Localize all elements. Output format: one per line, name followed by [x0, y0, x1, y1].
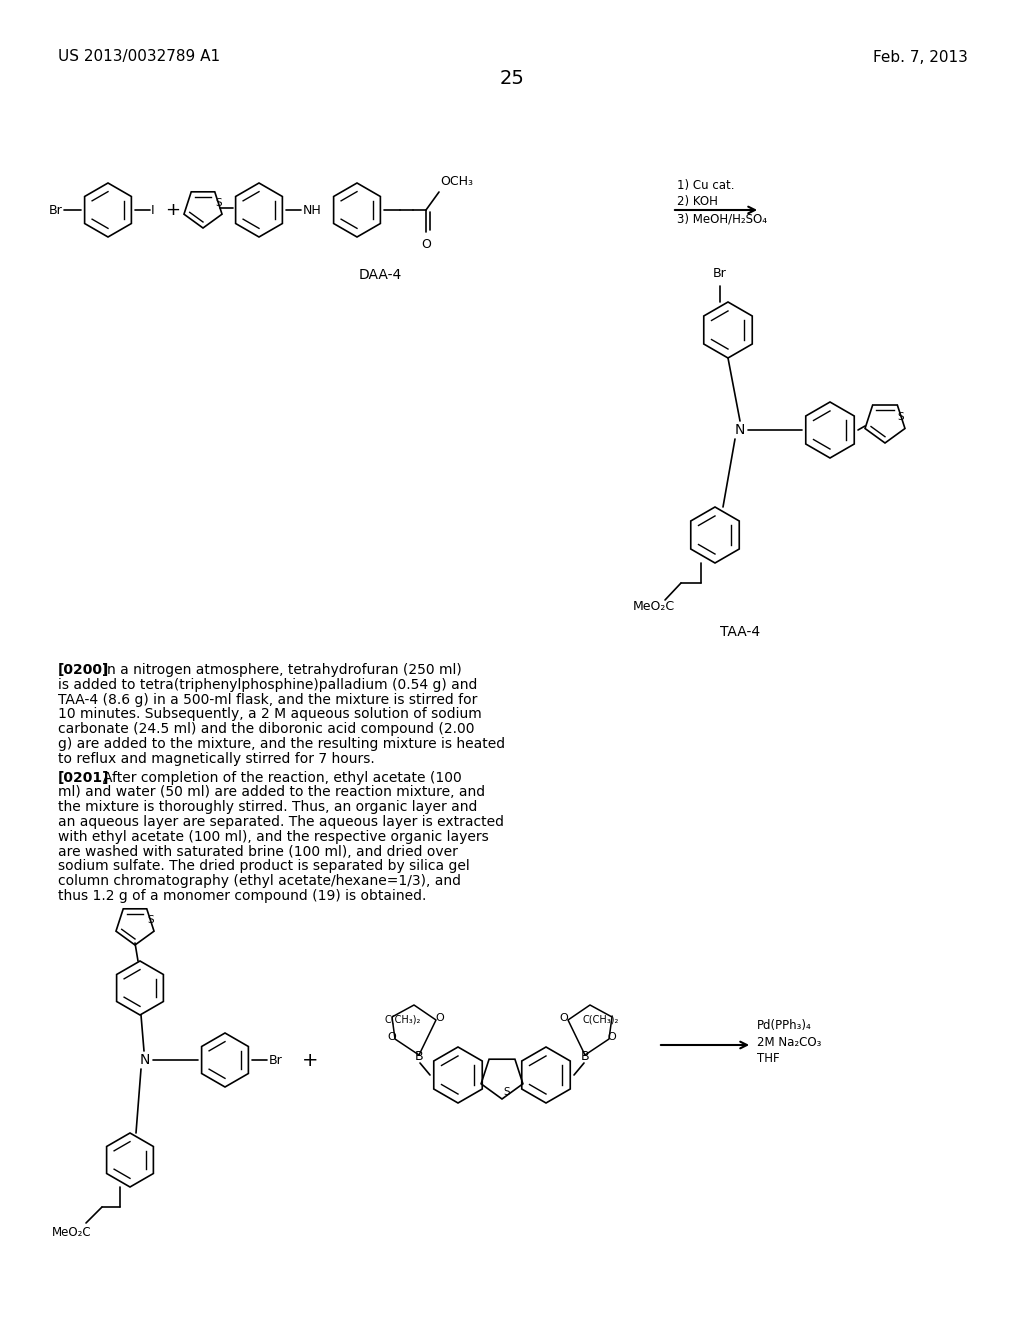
Text: O: O	[421, 238, 431, 251]
Text: O: O	[560, 1012, 568, 1023]
Text: Feb. 7, 2013: Feb. 7, 2013	[873, 49, 968, 65]
Text: is added to tetra(triphenylphosphine)palladium (0.54 g) and: is added to tetra(triphenylphosphine)pal…	[58, 677, 477, 692]
Text: C(CH₃)₂: C(CH₃)₂	[583, 1015, 620, 1026]
Text: NH: NH	[303, 203, 322, 216]
Text: [0201]: [0201]	[58, 771, 110, 784]
Text: N: N	[140, 1053, 151, 1067]
Text: an aqueous layer are separated. The aqueous layer is extracted: an aqueous layer are separated. The aque…	[58, 814, 504, 829]
Text: B: B	[415, 1051, 423, 1064]
Text: [0200]: [0200]	[58, 663, 110, 677]
Text: Br: Br	[269, 1053, 283, 1067]
Text: US 2013/0032789 A1: US 2013/0032789 A1	[58, 49, 220, 65]
Text: S: S	[215, 198, 222, 209]
Text: 10 minutes. Subsequently, a 2 M aqueous solution of sodium: 10 minutes. Subsequently, a 2 M aqueous …	[58, 708, 481, 722]
Text: are washed with saturated brine (100 ml), and dried over: are washed with saturated brine (100 ml)…	[58, 845, 458, 858]
Text: 3) MeOH/H₂SO₄: 3) MeOH/H₂SO₄	[677, 213, 767, 226]
Text: to reflux and magnetically stirred for 7 hours.: to reflux and magnetically stirred for 7…	[58, 752, 375, 766]
Text: thus 1.2 g of a monomer compound (19) is obtained.: thus 1.2 g of a monomer compound (19) is…	[58, 888, 426, 903]
Text: MeO₂C: MeO₂C	[52, 1225, 91, 1238]
Text: 1) Cu cat.: 1) Cu cat.	[677, 180, 734, 193]
Text: THF: THF	[757, 1052, 779, 1065]
Text: O: O	[435, 1012, 444, 1023]
Text: I: I	[151, 203, 155, 216]
Text: with ethyl acetate (100 ml), and the respective organic layers: with ethyl acetate (100 ml), and the res…	[58, 830, 488, 843]
Text: In a nitrogen atmosphere, tetrahydrofuran (250 ml): In a nitrogen atmosphere, tetrahydrofura…	[103, 663, 462, 677]
Text: S: S	[898, 412, 904, 422]
Text: g) are added to the mixture, and the resulting mixture is heated: g) are added to the mixture, and the res…	[58, 737, 505, 751]
Text: TAA-4 (8.6 g) in a 500-ml flask, and the mixture is stirred for: TAA-4 (8.6 g) in a 500-ml flask, and the…	[58, 693, 477, 706]
Text: 2M Na₂CO₃: 2M Na₂CO₃	[757, 1035, 821, 1048]
Text: +: +	[302, 1051, 318, 1069]
Text: +: +	[166, 201, 180, 219]
Text: S: S	[504, 1086, 510, 1097]
Text: Pd(PPh₃)₄: Pd(PPh₃)₄	[757, 1019, 812, 1031]
Text: O: O	[388, 1032, 396, 1041]
Text: 2) KOH: 2) KOH	[677, 195, 718, 209]
Text: 25: 25	[500, 69, 524, 87]
Text: MeO₂C: MeO₂C	[633, 601, 675, 614]
Text: O: O	[607, 1032, 616, 1041]
Text: B: B	[581, 1051, 590, 1064]
Text: S: S	[147, 915, 154, 925]
Text: sodium sulfate. The dried product is separated by silica gel: sodium sulfate. The dried product is sep…	[58, 859, 470, 874]
Text: OCH₃: OCH₃	[440, 176, 473, 187]
Text: ml) and water (50 ml) are added to the reaction mixture, and: ml) and water (50 ml) are added to the r…	[58, 785, 485, 800]
Text: DAA-4: DAA-4	[358, 268, 401, 282]
Text: C(CH₃)₂: C(CH₃)₂	[385, 1015, 421, 1026]
Text: the mixture is thoroughly stirred. Thus, an organic layer and: the mixture is thoroughly stirred. Thus,…	[58, 800, 477, 814]
Text: Br: Br	[713, 267, 727, 280]
Text: carbonate (24.5 ml) and the diboronic acid compound (2.00: carbonate (24.5 ml) and the diboronic ac…	[58, 722, 474, 737]
Text: TAA-4: TAA-4	[720, 624, 760, 639]
Text: After completion of the reaction, ethyl acetate (100: After completion of the reaction, ethyl …	[103, 771, 462, 784]
Text: N: N	[735, 422, 745, 437]
Text: column chromatography (ethyl acetate/hexane=1/3), and: column chromatography (ethyl acetate/hex…	[58, 874, 461, 888]
Text: Br: Br	[48, 203, 62, 216]
